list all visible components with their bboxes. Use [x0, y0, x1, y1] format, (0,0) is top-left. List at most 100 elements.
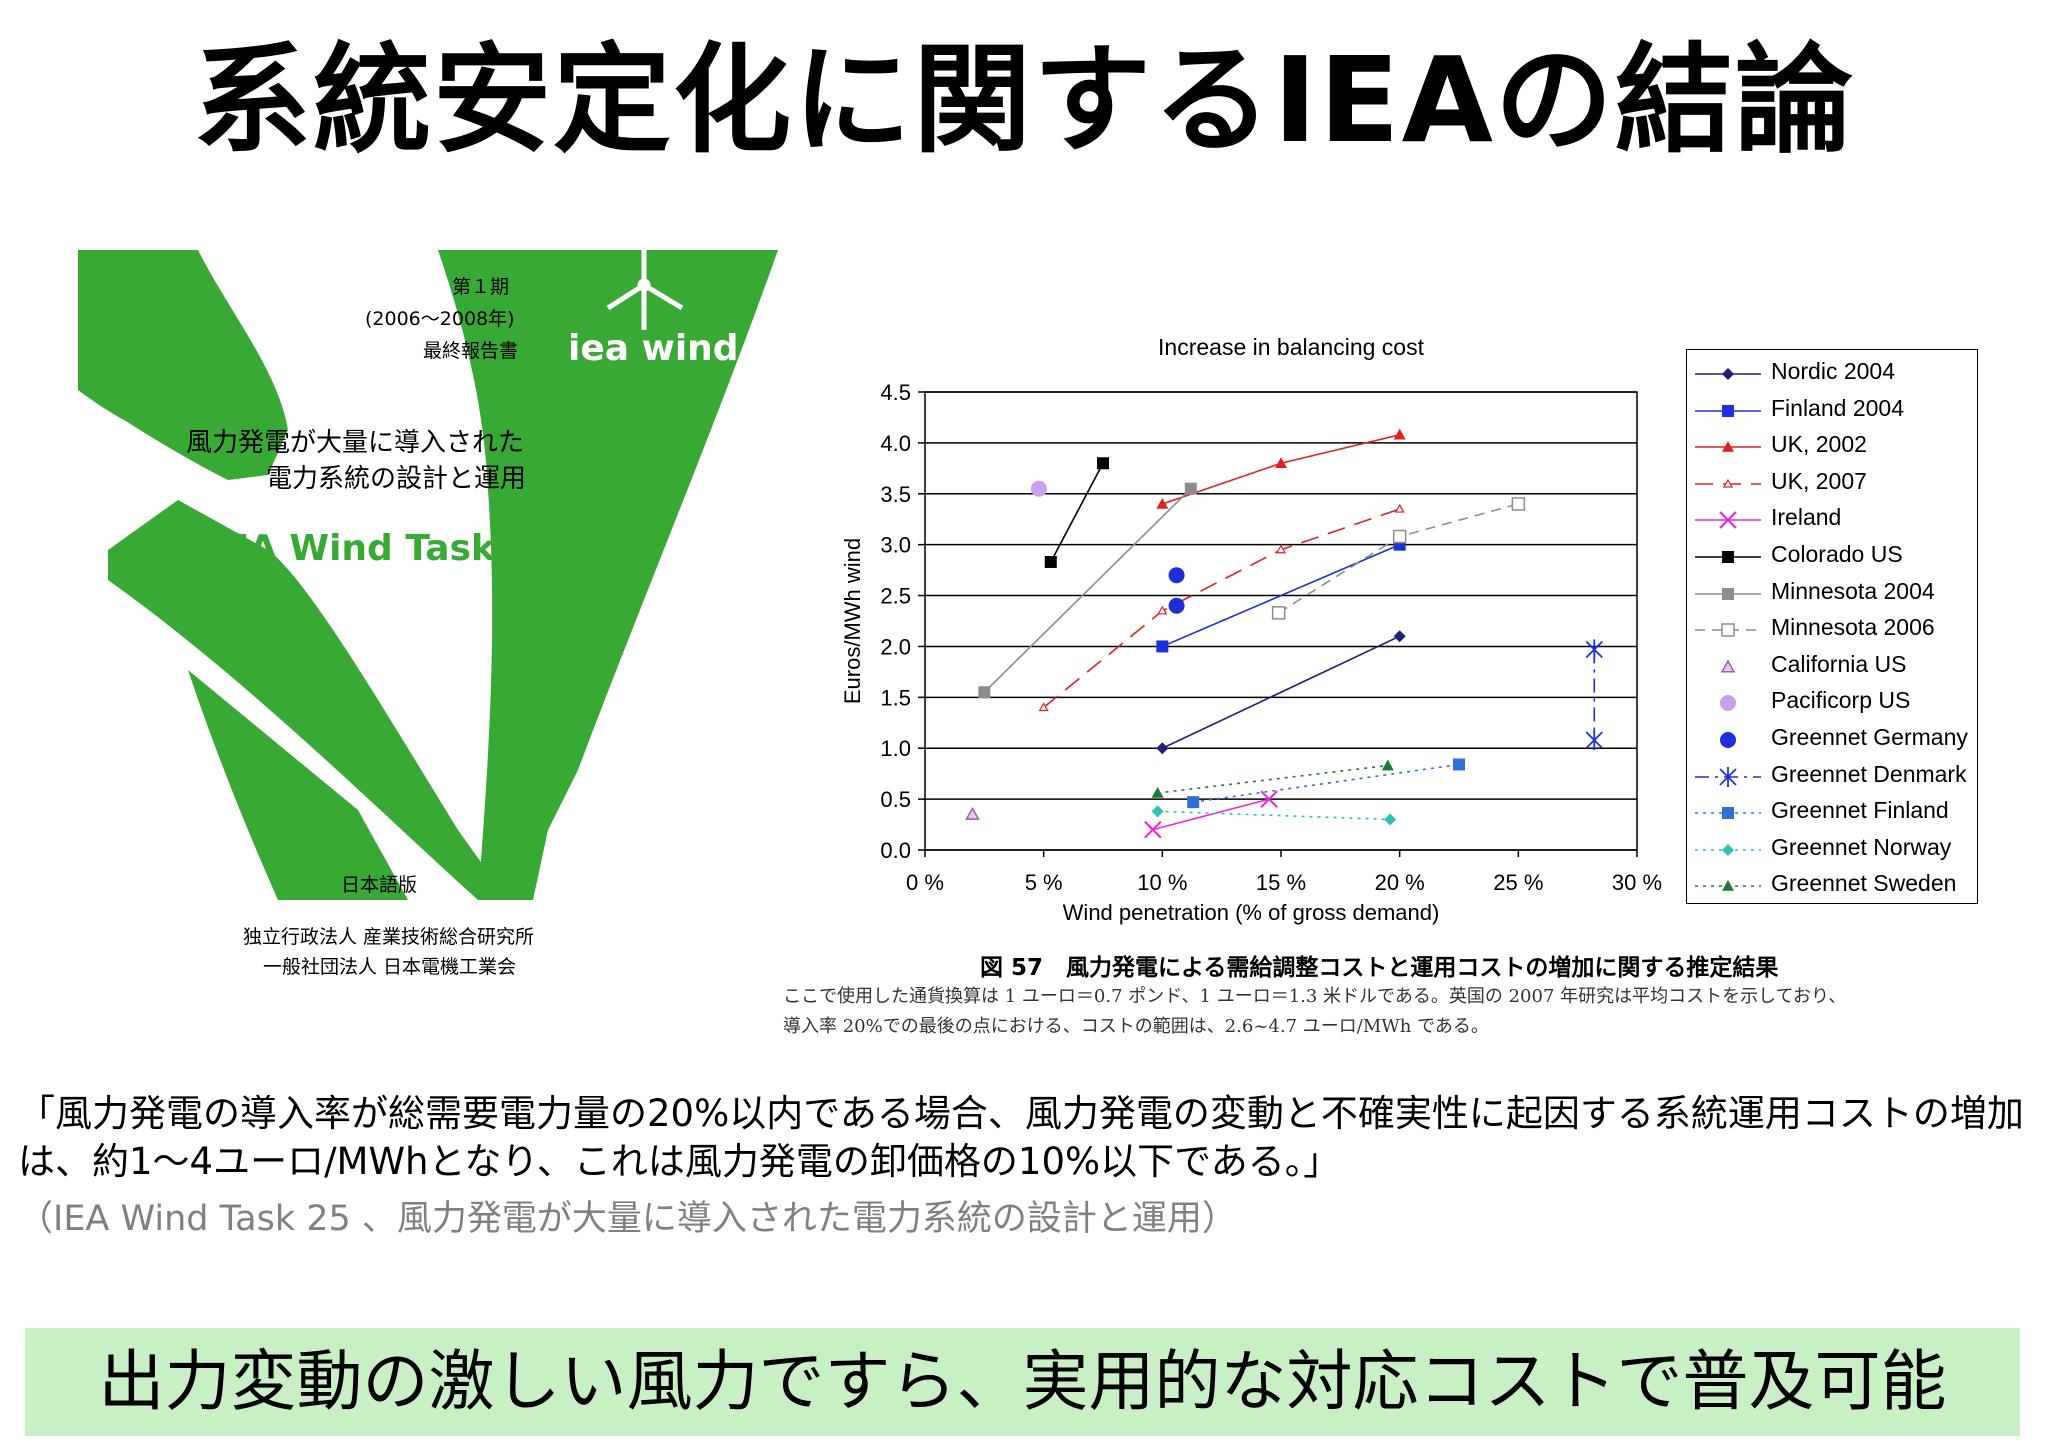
legend-swatch: [1695, 880, 1761, 892]
legend-swatch: [1720, 732, 1736, 748]
data-point-uk-2007: [1157, 605, 1168, 615]
data-point-greennet-sweden: [1381, 759, 1394, 771]
data-point-uk-2002: [1156, 497, 1169, 509]
legend-item-uk-2007: UK, 2007: [1687, 466, 1977, 502]
legend-marker-california-us: [1720, 659, 1736, 673]
data-point-minnesota-2006: [1392, 529, 1407, 544]
legend-swatch: [1695, 368, 1761, 380]
balancing-cost-chart: Increase in balancing cost 0.0 0.5 1.0 1.5 2.…: [825, 320, 2035, 940]
x-tick-label: 10 %: [1137, 870, 1187, 895]
legend-label: California US: [1771, 650, 1907, 677]
legend-swatch: [1695, 843, 1761, 856]
chart-title: Increase in balancing cost: [1158, 334, 1425, 360]
legend-label: Ireland: [1771, 504, 1842, 531]
data-point-minnesota-2004: [1184, 482, 1197, 495]
legend-item-ireland: Ireland: [1687, 502, 1977, 538]
legend-label: Greennet Finland: [1771, 797, 1949, 824]
x-tick-label: 0 %: [906, 870, 944, 895]
legend-label: Minnesota 2004: [1771, 577, 1935, 604]
y-tick-label: 2.5: [880, 584, 911, 609]
legend-label: Greennet Germany: [1771, 724, 1968, 750]
data-point-finland-2004: [1156, 640, 1169, 653]
legend-label: Pacificorp US: [1771, 687, 1911, 714]
legend-marker-ireland: [1719, 511, 1737, 530]
data-point-greennet-germany: [1168, 567, 1185, 584]
figure-note-line2: 導入率 20%での最後の点における、コストの範囲は、2.6~4.7 ユーロ/MW…: [783, 1016, 1489, 1037]
data-point-greennet-norway: [1151, 805, 1164, 818]
quote-source: （IEA Wind Task 25 、風力発電が大量に導入された電力系統の設計と…: [18, 1199, 1237, 1239]
legend-item-greennet-germany: Greennet Germany: [1687, 722, 1977, 758]
y-tick-label: 1.0: [880, 736, 911, 761]
legend-swatch: [1695, 404, 1761, 417]
x-tick-label: 25 %: [1493, 870, 1543, 895]
slide-title: 系統安定化に関するIEAの結論: [193, 31, 1855, 169]
legend-label: Greennet Denmark: [1771, 760, 1967, 787]
legend-marker-greennet-denmark: [1719, 766, 1737, 787]
cover-edition: 日本語版: [341, 874, 418, 896]
legend-label: Finland 2004: [1771, 394, 1904, 421]
data-point-nordic-2004: [1156, 742, 1169, 755]
data-point-ireland: [1144, 820, 1162, 839]
x-tick-label: 30 %: [1612, 870, 1662, 895]
series-line-greennet-sweden: [1157, 764, 1388, 794]
data-point-minnesota-2006: [1271, 606, 1286, 620]
series-line-ireland: [1152, 798, 1270, 831]
legend-marker-minnesota-2006: [1721, 623, 1735, 637]
legend-label: Colorado US: [1771, 541, 1903, 567]
data-point-greennet-finland: [1453, 758, 1465, 771]
data-point-uk-2007: [1275, 544, 1287, 554]
x-tick-label: 15 %: [1256, 870, 1306, 895]
legend-marker-finland-2004: [1722, 404, 1734, 417]
y-tick-label: 4.5: [880, 380, 911, 405]
data-point-ireland: [1260, 790, 1278, 808]
data-point-greennet-finland: [1187, 796, 1200, 809]
y-tick-label: 3.0: [880, 533, 911, 558]
legend-swatch: [1695, 511, 1761, 530]
series-line-uk-2007: [1043, 508, 1400, 709]
legend-item-greennet-denmark: Greennet Denmark: [1687, 759, 1977, 795]
legend-marker-minnesota-2004: [1722, 587, 1734, 600]
x-tick-label: 20 %: [1375, 870, 1425, 895]
legend-item-greennet-finland: Greennet Finland: [1687, 795, 1977, 831]
cover-task-title: IEA Wind Task 25: [211, 528, 558, 569]
y-tick-label: 4.0: [880, 431, 911, 456]
legend-label: UK, 2002: [1771, 431, 1867, 458]
legend-swatch: [1720, 659, 1736, 673]
data-point-colorado-us: [1097, 457, 1109, 470]
legend-item-finland-2004: Finland 2004: [1687, 393, 1977, 429]
legend-item-colorado-us: Colorado US: [1687, 539, 1977, 575]
series-line-colorado-us: [1050, 462, 1104, 563]
legend-item-minnesota-2004: Minnesota 2004: [1687, 576, 1977, 612]
legend-item-pacificorp-us: Pacificorp US: [1687, 685, 1977, 721]
data-point-greennet-sweden: [1151, 787, 1164, 798]
series-line-nordic-2004: [1161, 635, 1401, 749]
legend-swatch: [1695, 807, 1761, 820]
report-cover: 第１期 (2006〜2008年) 最終報告書 iea wind 風力発電が大量に…: [78, 250, 778, 1000]
cover-years: (2006〜2008年): [365, 308, 515, 330]
chart-legend: Nordic 2004 Finland 2004 UK, 2002 UK, 2007 I…: [1686, 349, 1978, 904]
legend-item-nordic-2004: Nordic 2004: [1687, 356, 1977, 392]
data-point-colorado-us: [1044, 555, 1057, 568]
legend-marker-uk-2007: [1722, 478, 1734, 488]
cover-subtitle-line1: 風力発電が大量に導入された: [186, 428, 525, 458]
chart-plot-area: Increase in balancing cost 0.0 0.5 1.0 1.5 2.…: [840, 334, 1662, 925]
cover-org2: 一般社団法人 日本電機工業会: [263, 956, 517, 978]
data-point-minnesota-2006: [1511, 497, 1526, 511]
iea-conclusion-quote: 「風力発電の導入率が総需要電力量の20%以内である場合、風力発電の変動と不確実性…: [18, 1092, 2024, 1183]
legend-swatch: [1720, 695, 1736, 712]
x-axis-label: Wind penetration (% of gross demand): [1063, 900, 1440, 925]
legend-label: Greennet Norway: [1771, 833, 1952, 860]
legend-label: Minnesota 2006: [1771, 614, 1935, 641]
legend-item-california-us: California US: [1687, 649, 1977, 685]
series-line-minnesota-2006: [1278, 503, 1519, 614]
series-line-finland-2004: [1162, 543, 1400, 648]
y-tick-label: 0.5: [880, 787, 911, 812]
legend-swatch: [1695, 766, 1761, 787]
figure-note-line1: ここで使用した通貨換算は 1 ユーロ＝0.7 ポンド、1 ユーロ＝1.3 米ドル…: [783, 986, 1847, 1007]
data-point-greennet-denmark: [1585, 639, 1603, 660]
series-line-minnesota-2004: [983, 488, 1192, 693]
legend-label: UK, 2007: [1771, 467, 1867, 494]
cover-subtitle-line2: 電力系統の設計と運用: [266, 464, 527, 494]
data-point-pacificorp-us: [1030, 480, 1047, 497]
cover-org1: 独立行政法人 産業技術総合研究所: [243, 926, 535, 948]
